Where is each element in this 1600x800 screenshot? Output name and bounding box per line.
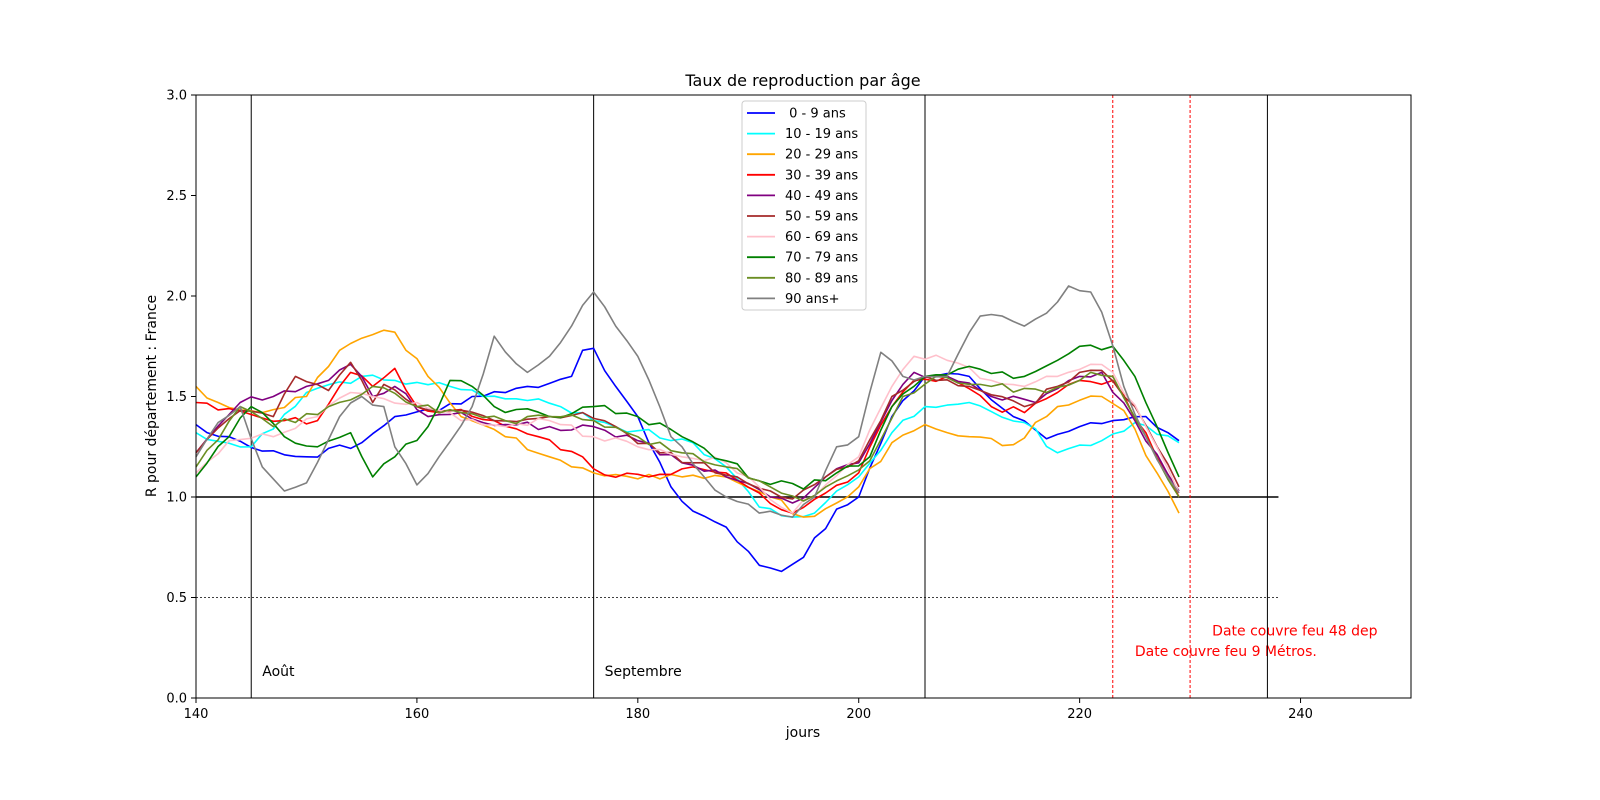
legend-label: 40 - 49 ans — [785, 189, 858, 204]
series-line — [195, 329, 1180, 518]
y-tick-label: 1.5 — [166, 390, 187, 405]
y-tick-label: 0.0 — [166, 692, 187, 707]
legend-label: 90 ans+ — [785, 292, 840, 307]
y-tick-label: 3.0 — [166, 89, 187, 104]
series-line — [195, 363, 1180, 504]
vline-label: Date couvre feu 9 Métros. — [1135, 644, 1317, 660]
legend-label: 10 - 19 ans — [785, 127, 858, 142]
legend-label: 80 - 89 ans — [785, 271, 858, 286]
x-tick-label: 140 — [184, 707, 209, 722]
x-tick-label: 200 — [846, 707, 871, 722]
y-axis-label: R pour département : France — [144, 295, 160, 497]
series-line — [195, 371, 1180, 502]
plot-lines — [196, 496, 1279, 598]
x-tick-label: 160 — [404, 707, 429, 722]
y-tick-label: 2.0 — [166, 290, 187, 305]
legend-label: 60 - 69 ans — [785, 230, 858, 245]
y-tick-label: 2.5 — [166, 189, 187, 204]
x-tick-label: 240 — [1288, 707, 1313, 722]
legend-label: 0 - 9 ans — [785, 107, 846, 122]
y-tick-label: 1.0 — [166, 491, 187, 506]
vline-label: Date couvre feu 48 dep — [1212, 624, 1377, 640]
vertical-lines: Août Septembre Date couvre feu 9 Métros. Da… — [250, 95, 1378, 698]
y-axis-ticks: 0.0 0.5 1.0 1.5 2.0 2.5 3.0 — [166, 89, 196, 707]
y-tick-label: 0.5 — [166, 591, 187, 606]
series-group — [195, 285, 1180, 573]
chart-title: Taux de reproduction par âge — [684, 71, 920, 90]
series-line — [195, 354, 1180, 514]
series-line — [195, 285, 1180, 518]
legend: 0 - 9 ans 10 - 19 ans 20 - 29 ans 30 - 39 a… — [741, 100, 867, 311]
legend-label: 30 - 39 ans — [785, 168, 858, 183]
series-line — [195, 344, 1180, 490]
legend-label: 70 - 79 ans — [785, 251, 858, 266]
legend-label: 20 - 29 ans — [785, 148, 858, 163]
plot-frame — [195, 94, 1412, 699]
vline-label: Septembre — [605, 664, 682, 680]
x-tick-label: 180 — [625, 707, 650, 722]
series-line — [195, 347, 1180, 573]
x-tick-label: 220 — [1067, 707, 1092, 722]
legend-label: 50 - 59 ans — [785, 210, 858, 225]
x-axis-label: jours — [785, 725, 820, 741]
series-line — [195, 361, 1180, 500]
vline-label: Août — [262, 664, 295, 680]
x-axis-ticks: 140 160 180 200 220 240 — [184, 698, 1313, 722]
